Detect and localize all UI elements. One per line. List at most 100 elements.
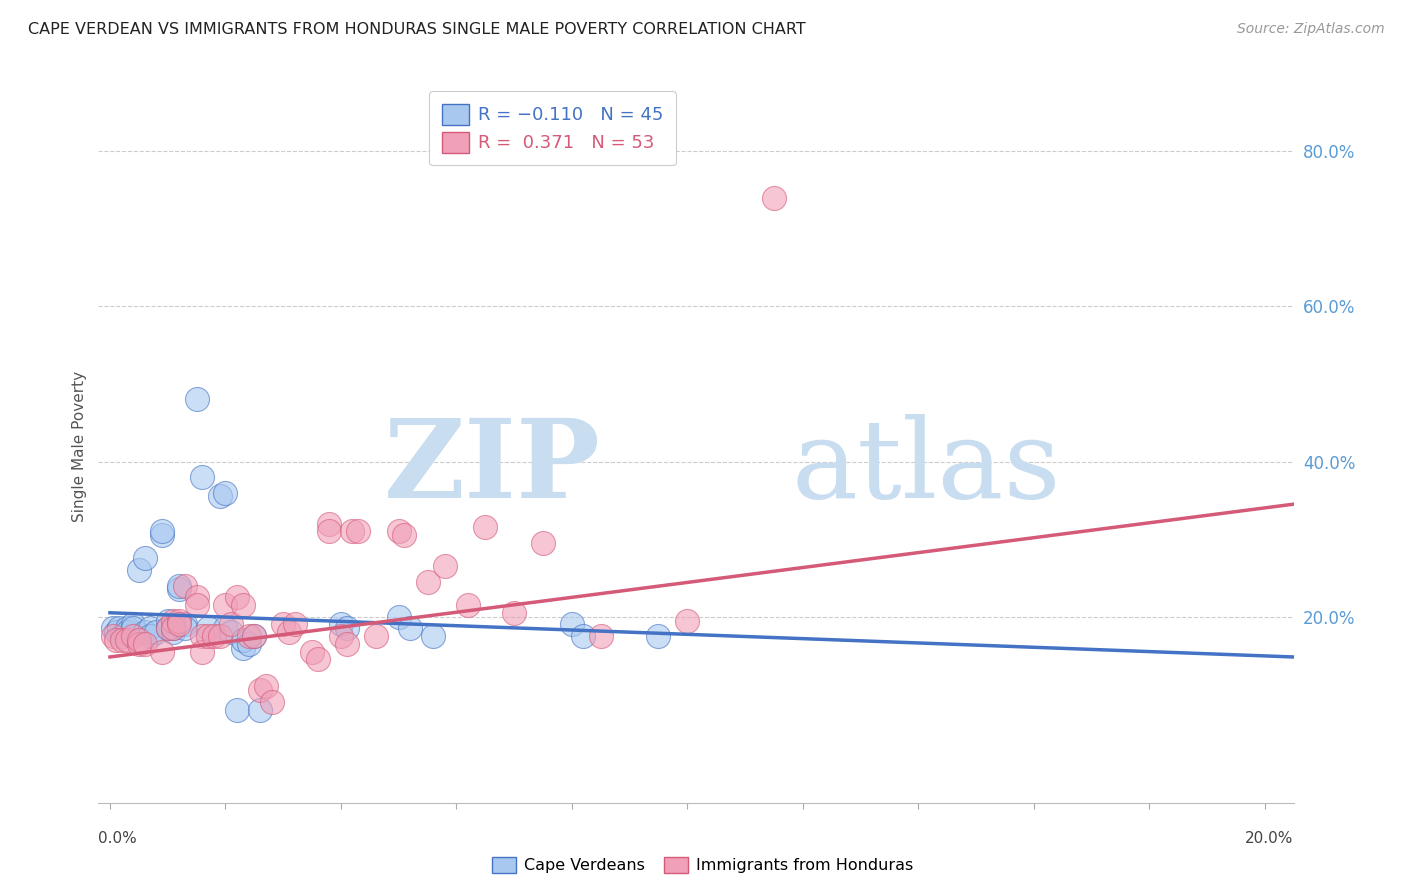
Point <box>101 621 124 635</box>
Point <box>301 644 323 658</box>
Point <box>174 579 197 593</box>
Point <box>104 632 127 647</box>
Point <box>388 609 411 624</box>
Point <box>249 703 271 717</box>
Point <box>214 598 236 612</box>
Point <box>150 524 173 539</box>
Point <box>260 695 283 709</box>
Text: 20.0%: 20.0% <box>1246 831 1294 846</box>
Point <box>647 629 669 643</box>
Y-axis label: Single Male Poverty: Single Male Poverty <box>72 370 87 522</box>
Point <box>174 621 197 635</box>
Point <box>249 683 271 698</box>
Point <box>167 617 190 632</box>
Point <box>219 625 242 640</box>
Point <box>254 680 277 694</box>
Point <box>162 621 184 635</box>
Point <box>197 621 219 635</box>
Point <box>162 625 184 640</box>
Point <box>150 528 173 542</box>
Point <box>174 617 197 632</box>
Point <box>162 614 184 628</box>
Point <box>238 637 260 651</box>
Point <box>139 621 162 635</box>
Point <box>167 579 190 593</box>
Point <box>162 621 184 635</box>
Point <box>422 629 444 643</box>
Point <box>214 621 236 635</box>
Point <box>364 629 387 643</box>
Point <box>307 652 329 666</box>
Text: Source: ZipAtlas.com: Source: ZipAtlas.com <box>1237 22 1385 37</box>
Point <box>107 621 129 635</box>
Point <box>433 559 456 574</box>
Text: 0.0%: 0.0% <box>98 831 138 846</box>
Point <box>457 598 479 612</box>
Point <box>197 629 219 643</box>
Point <box>128 637 150 651</box>
Point <box>156 614 179 628</box>
Point <box>329 617 352 632</box>
Point <box>134 551 156 566</box>
Point <box>122 621 145 635</box>
Legend: R = −0.110   N = 45, R =  0.371   N = 53: R = −0.110 N = 45, R = 0.371 N = 53 <box>429 91 676 165</box>
Point <box>232 598 254 612</box>
Point <box>150 644 173 658</box>
Point <box>191 629 214 643</box>
Point <box>214 485 236 500</box>
Point <box>110 632 132 647</box>
Point <box>156 621 179 635</box>
Point <box>167 582 190 597</box>
Point <box>117 625 139 640</box>
Point <box>226 591 249 605</box>
Point <box>134 625 156 640</box>
Text: ZIP: ZIP <box>384 414 600 521</box>
Point <box>232 632 254 647</box>
Point <box>128 632 150 647</box>
Point <box>762 191 785 205</box>
Point <box>394 528 416 542</box>
Point <box>134 637 156 651</box>
Point <box>388 524 411 539</box>
Point <box>589 629 612 643</box>
Point <box>474 520 496 534</box>
Point <box>416 574 439 589</box>
Point <box>139 629 162 643</box>
Point <box>503 606 526 620</box>
Point <box>243 629 266 643</box>
Point <box>191 470 214 484</box>
Point <box>676 614 699 628</box>
Point <box>561 617 583 632</box>
Point <box>104 625 127 640</box>
Point <box>186 598 208 612</box>
Point <box>101 629 124 643</box>
Point <box>122 629 145 643</box>
Point <box>329 629 352 643</box>
Point <box>232 640 254 655</box>
Point <box>342 524 364 539</box>
Point <box>347 524 370 539</box>
Point <box>336 637 359 651</box>
Point <box>156 621 179 635</box>
Point <box>318 524 340 539</box>
Point <box>128 563 150 577</box>
Point <box>202 629 225 643</box>
Point <box>186 392 208 407</box>
Point <box>145 625 167 640</box>
Point <box>278 625 301 640</box>
Point <box>186 591 208 605</box>
Point <box>117 621 139 635</box>
Point <box>226 703 249 717</box>
Point <box>399 621 422 635</box>
Point <box>238 629 260 643</box>
Point <box>336 621 359 635</box>
Text: atlas: atlas <box>792 414 1062 521</box>
Point <box>208 490 231 504</box>
Point <box>531 536 554 550</box>
Text: CAPE VERDEAN VS IMMIGRANTS FROM HONDURAS SINGLE MALE POVERTY CORRELATION CHART: CAPE VERDEAN VS IMMIGRANTS FROM HONDURAS… <box>28 22 806 37</box>
Point <box>167 614 190 628</box>
Point <box>110 629 132 643</box>
Point <box>191 644 214 658</box>
Point <box>572 629 595 643</box>
Point <box>219 617 242 632</box>
